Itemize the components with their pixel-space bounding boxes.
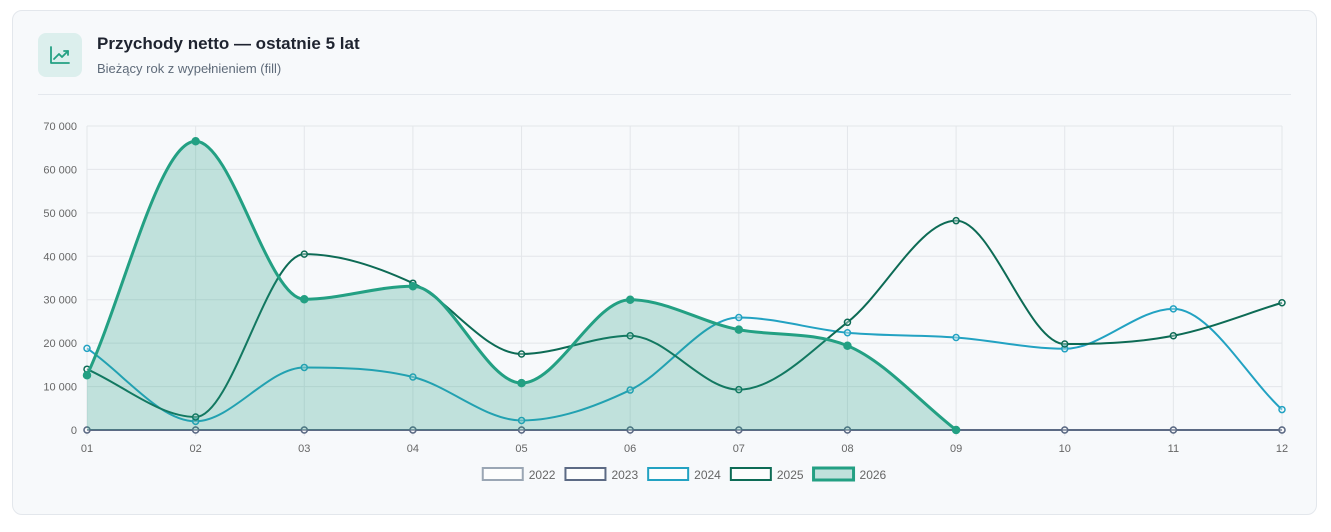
legend-swatch <box>812 466 856 482</box>
data-point <box>626 332 634 340</box>
y-tick-label: 30 000 <box>43 295 77 307</box>
data-point <box>951 425 961 435</box>
data-point <box>734 325 744 334</box>
x-tick-label: 12 <box>1276 443 1288 455</box>
data-point <box>300 295 309 304</box>
y-tick-label: 50 000 <box>43 208 77 220</box>
chart-grid <box>86 125 1283 436</box>
data-point <box>952 333 960 342</box>
data-point <box>735 385 743 394</box>
card-header: Przychody netto — ostatnie 5 lat Bieżący… <box>13 11 1316 95</box>
data-point <box>1060 340 1069 348</box>
x-tick-label: 07 <box>733 443 745 455</box>
x-tick-label: 05 <box>515 443 527 455</box>
data-point <box>1278 405 1286 414</box>
data-point <box>517 426 526 434</box>
series-2024 <box>83 305 1286 426</box>
data-point <box>517 378 526 388</box>
chart-legend: 2022 2023 2024 2025 2026 <box>481 466 887 482</box>
y-tick-label: 10 000 <box>43 382 77 394</box>
legend-label: 2022 <box>529 468 556 482</box>
legend-label: 2025 <box>777 468 804 482</box>
data-point <box>626 386 634 394</box>
y-tick-label: 0 <box>71 425 77 437</box>
data-point <box>1278 426 1286 434</box>
legend-swatch <box>564 467 607 481</box>
legend-item-2025: 2025 <box>729 467 804 482</box>
data-point <box>1169 305 1178 313</box>
data-point <box>82 371 92 380</box>
data-point <box>409 373 417 381</box>
x-tick-label: 04 <box>407 443 419 455</box>
y-tick-label: 70 000 <box>43 121 77 133</box>
series-2023 <box>83 426 1286 434</box>
data-point <box>735 426 743 434</box>
legend-swatch <box>729 467 772 481</box>
series-2026 <box>82 136 961 435</box>
series-2025 <box>83 216 1286 421</box>
data-point <box>843 318 852 327</box>
x-tick-label: 10 <box>1059 443 1071 455</box>
data-point <box>1060 426 1069 434</box>
data-point <box>191 136 200 146</box>
y-tick-label: 40 000 <box>43 251 77 263</box>
page-subtitle: Bieżący rok z wypełnieniem (fill) <box>97 61 282 76</box>
data-point <box>1169 332 1178 340</box>
series-line-2025 <box>86 219 1283 418</box>
chart-series <box>82 136 1286 435</box>
y-tick-label: 20 000 <box>43 338 77 350</box>
x-tick-label: 09 <box>950 443 962 455</box>
data-point <box>300 250 309 258</box>
legend-item-2022: 2022 <box>481 467 556 482</box>
data-point <box>843 341 852 350</box>
data-point <box>626 426 634 434</box>
data-point <box>408 282 418 291</box>
data-point <box>843 328 852 337</box>
page-title: Przychody netto — ostatnie 5 lat <box>97 34 360 53</box>
legend-swatch <box>647 467 690 481</box>
header-divider <box>38 94 1291 95</box>
series-line-2024 <box>86 307 1283 423</box>
data-point <box>517 350 526 358</box>
data-point <box>517 416 526 425</box>
legend-label: 2024 <box>694 468 721 482</box>
data-point <box>83 344 91 353</box>
series-area-2026 <box>87 141 957 430</box>
x-tick-label: 08 <box>841 443 853 455</box>
y-tick-label: 60 000 <box>43 164 77 176</box>
x-tick-label: 01 <box>81 443 93 455</box>
data-point <box>843 426 852 434</box>
legend-item-2023: 2023 <box>564 467 638 482</box>
data-point <box>83 426 91 434</box>
legend-label: 2026 <box>860 468 887 482</box>
legend-label: 2023 <box>611 468 638 482</box>
legend-swatch <box>481 467 524 481</box>
x-tick-label: 02 <box>190 443 202 455</box>
legend-item-2026: 2026 <box>812 466 887 482</box>
y-axis-labels: 0 10 000 20 000 30 000 40 000 50 000 60 000 70 … <box>43 121 77 437</box>
x-axis-labels: 01 02 03 04 05 06 07 08 09 10 11 12 <box>81 443 1288 455</box>
data-point <box>191 413 200 421</box>
data-point <box>300 426 309 434</box>
legend-item-2024: 2024 <box>647 467 721 482</box>
x-tick-label: 03 <box>298 443 310 455</box>
data-point <box>735 313 743 322</box>
data-point <box>1278 299 1286 307</box>
trending-up-icon <box>38 33 82 77</box>
data-point <box>952 216 960 225</box>
data-point <box>300 363 309 372</box>
x-tick-label: 06 <box>624 443 636 455</box>
x-tick-label: 11 <box>1168 443 1179 455</box>
data-point <box>1169 426 1178 434</box>
data-point <box>191 426 200 434</box>
data-point <box>409 426 417 434</box>
data-point <box>625 295 635 304</box>
